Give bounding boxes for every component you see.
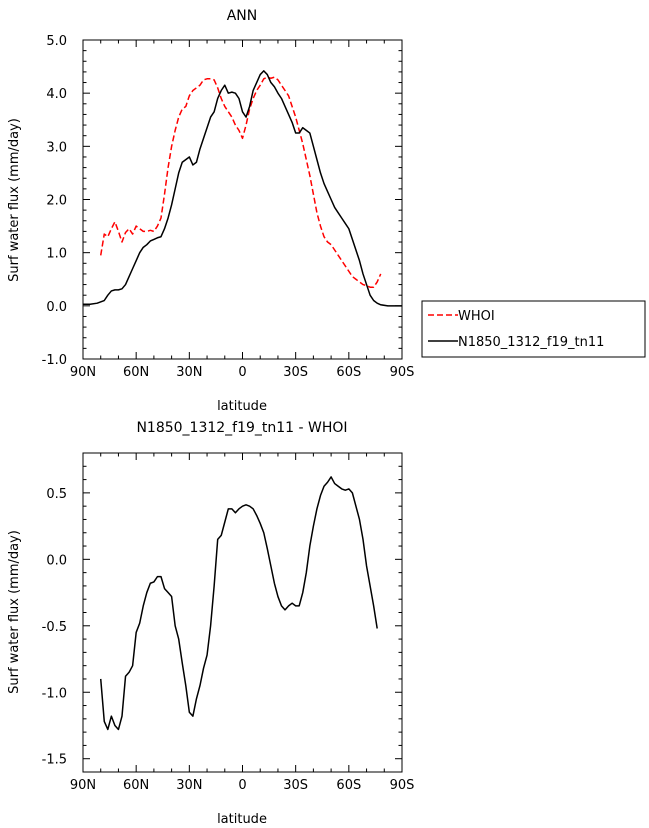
chart-bottom-x-tick-label: 30S [283, 778, 308, 793]
chart-top-y-tick-labels: -1.0 0.0 1.0 2.0 3.0 4.0 5.0 [42, 34, 67, 368]
chart-top-x-tick-label: 90N [70, 365, 96, 380]
chart-top-series-line-whoi [99, 76, 382, 288]
chart-bottom-y-tick-labels: -1.5 -1.0 -0.5 0.0 0.5 [42, 487, 67, 768]
chart-bottom-ylabel: Surf water flux (mm/day) [7, 530, 22, 694]
chart-top-y-tick-label: -1.0 [42, 353, 67, 368]
chart-top: ANN Surf water flux (mm/day) latitude 90… [7, 8, 414, 414]
chart-top-ticks [82, 39, 403, 360]
chart-top-y-tick-label: 5.0 [46, 34, 67, 49]
chart-bottom-y-tick-label: 0.0 [46, 553, 67, 568]
chart-bottom-title: N1850_1312_f19_tn11 - WHOI [136, 420, 347, 436]
chart-bottom-y-tick-label: -0.5 [42, 620, 67, 635]
chart-bottom-y-tick-label: -1.5 [42, 753, 67, 768]
chart-bottom-series [99, 476, 378, 731]
chart-top-x-tick-label: 30S [283, 365, 308, 380]
chart-top-x-tick-label: 30N [176, 365, 202, 380]
chart-bottom-x-tick-label: 90N [70, 778, 96, 793]
chart-bottom-x-tick-label: 30N [176, 778, 202, 793]
chart-top-y-tick-label: 4.0 [46, 87, 67, 102]
chart-top-y-tick-label: 2.0 [46, 194, 67, 209]
chart-top-title: ANN [227, 8, 258, 24]
legend-label-model: N1850_1312_f19_tn11 [458, 335, 604, 350]
chart-top-x-tick-label: 0 [238, 365, 246, 380]
chart-top-frame [82, 39, 403, 360]
chart-top-x-tick-label: 90S [390, 365, 415, 380]
chart-bottom-x-tick-label: 0 [238, 778, 246, 793]
chart-top-x-tick-labels: 90N 60N 30N 0 30S 60S 90S [70, 365, 415, 380]
chart-bottom-x-tick-label: 90S [390, 778, 415, 793]
chart-bottom-series-line-difference [99, 476, 378, 731]
chart-bottom-x-tick-label: 60N [123, 778, 149, 793]
chart-top-x-tick-label: 60N [123, 365, 149, 380]
chart-bottom-xlabel: latitude [217, 812, 267, 827]
chart-top-ylabel: Surf water flux (mm/day) [7, 118, 22, 282]
chart-bottom-y-tick-label: -1.0 [42, 686, 67, 701]
chart-top-series [83, 70, 402, 307]
legend-box [421, 300, 646, 358]
chart-bottom-y-tick-label: 0.5 [46, 487, 67, 502]
chart-top-y-tick-label: 3.0 [46, 140, 67, 155]
chart-top-y-tick-label: 0.0 [46, 300, 67, 315]
chart-bottom-frame [82, 452, 403, 773]
chart-bottom-x-tick-labels: 90N 60N 30N 0 30S 60S 90S [70, 778, 415, 793]
chart-top-xlabel: latitude [217, 399, 267, 414]
chart-top-series-line-model [83, 70, 402, 307]
chart-top-x-tick-label: 60S [336, 365, 361, 380]
legend-label-whoi: WHOI [458, 309, 495, 324]
chart-top-y-tick-label: 1.0 [46, 247, 67, 262]
chart-bottom-x-tick-label: 60S [336, 778, 361, 793]
legend: WHOI N1850_1312_f19_tn11 [421, 300, 646, 358]
chart-bottom: N1850_1312_f19_tn11 - WHOI Surf water fl… [7, 420, 414, 827]
